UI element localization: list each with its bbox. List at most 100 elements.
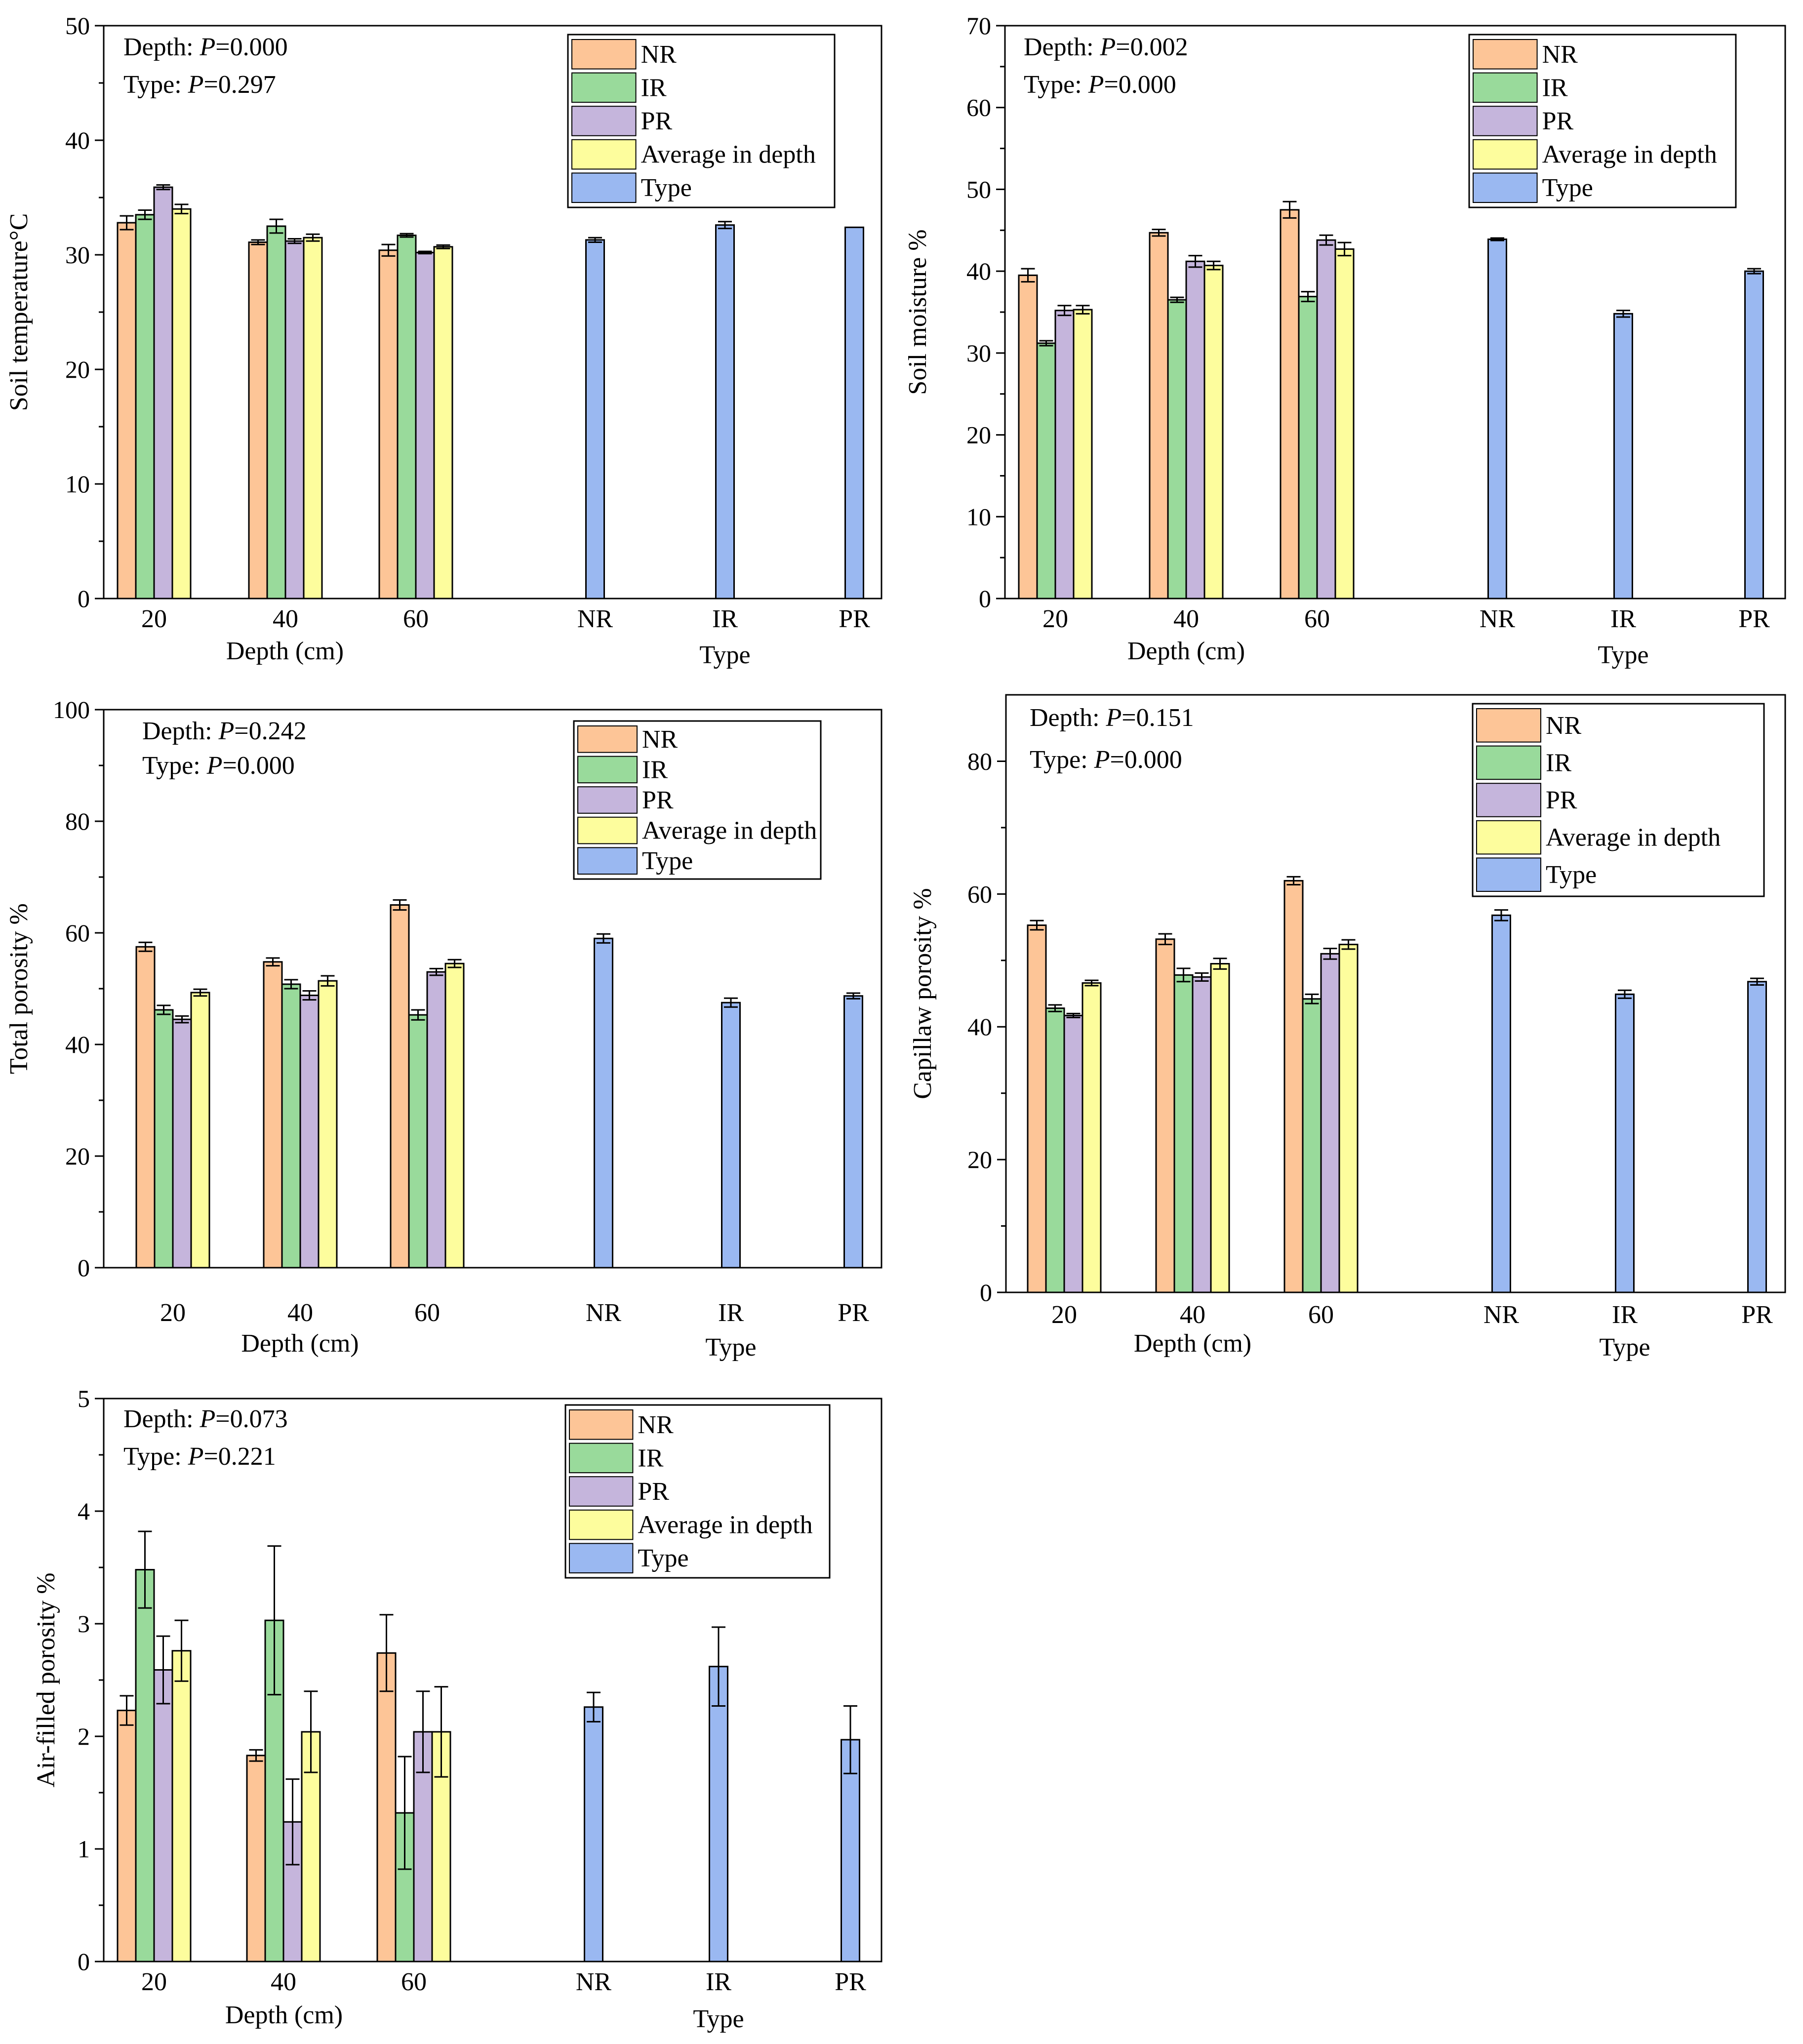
bar-ir-40 [266, 225, 286, 600]
x-tick-label-depth: 40 [1173, 605, 1199, 633]
bar-nr-40 [246, 1755, 266, 1963]
chart-panel-1: 0 10 20 30 40 50 Soil temperature°C 20 40 60 NR IR P… [5, 12, 882, 669]
x-tick-label-depth: 60 [403, 605, 429, 633]
bar-type-ir [1615, 993, 1635, 1293]
error-bar [1057, 305, 1072, 317]
bar-pr-20 [1063, 1014, 1083, 1293]
legend-swatch-type [569, 1543, 634, 1573]
error-bar [846, 992, 860, 1000]
x-tick-label-depth: 20 [1051, 1301, 1077, 1329]
error-bar [174, 203, 189, 214]
legend-swatch-ir [569, 1443, 634, 1474]
stat-annotation: Type: P=0.221 [123, 1443, 276, 1471]
error-bar [724, 997, 738, 1008]
bar-pr-40 [284, 240, 305, 600]
error-bar [1206, 260, 1221, 271]
y-tick-label: 30 [966, 339, 991, 367]
error-bar [267, 1545, 281, 1696]
error-bar [434, 1686, 448, 1778]
error-bar [1341, 939, 1356, 950]
stat-annotation: Type: P=0.000 [142, 752, 295, 780]
bar-pr-20 [1054, 310, 1075, 600]
y-tick-label: 70 [966, 12, 991, 40]
legend-swatch-pr [569, 1476, 634, 1507]
error-bar [321, 975, 335, 987]
error-bar [398, 1756, 412, 1870]
legend-label: PR [1542, 107, 1574, 135]
legend-label: PR [1546, 786, 1577, 814]
error-bar [379, 1614, 394, 1692]
legend-label: Average in depth [642, 817, 817, 845]
error-bar [304, 1690, 318, 1773]
error-bar [418, 250, 432, 255]
chart-panel-5: 0 1 2 3 4 5 Air-filled porosity % 20 40 60 NR IR PR D… [32, 1385, 882, 2033]
bar-ir-20 [135, 214, 155, 600]
y-tick-label: 100 [53, 696, 90, 723]
bar-nr-20 [117, 222, 137, 600]
error-bar [1030, 920, 1044, 931]
bar-ir-20 [154, 1009, 174, 1269]
x-tick-label-type: PR [839, 605, 870, 633]
y-tick-label: 2 [78, 1723, 90, 1750]
x-tick-label-type: IR [1610, 605, 1636, 633]
x-axis-label-type: Type [699, 641, 750, 669]
x-axis-label-depth: Depth (cm) [225, 2001, 343, 2029]
error-bar [138, 1530, 152, 1609]
bar-nr-40 [248, 241, 268, 600]
stat-value: =0.000 [222, 752, 294, 780]
bar-type-pr [1744, 270, 1764, 600]
legend-swatch-nr [1473, 39, 1538, 70]
chart-panel-2: 0 10 20 30 40 50 60 70 Soil moisture % 20 40 60 NR IR… [904, 12, 1786, 669]
y-axis-label: Total porosity % [5, 903, 33, 1074]
error-bar [1176, 967, 1191, 983]
legend-label: NR [1542, 40, 1578, 69]
x-axis-label-depth: Depth (cm) [241, 1329, 359, 1358]
x-axis-label-type: Type [705, 1333, 756, 1362]
error-bar [1286, 876, 1301, 886]
stat-label: Type: [123, 71, 188, 99]
plot-frame [1005, 694, 1786, 1293]
legend-label: IR [1546, 749, 1571, 777]
legend: NR IR PR Average in depth Type [567, 34, 836, 208]
bar-ir-40 [1173, 974, 1194, 1293]
x-tick-label-type: NR [1480, 605, 1516, 633]
error-bar [1337, 241, 1352, 257]
y-tick-label: 0 [78, 1948, 90, 1975]
stat-p: P [1088, 71, 1104, 99]
y-tick-label: 0 [980, 1279, 992, 1306]
error-bar [447, 959, 462, 968]
x-tick-label-depth: 60 [1304, 605, 1330, 633]
legend: NR IR PR Average in depth Type [564, 1404, 831, 1579]
y-tick-label: 10 [966, 503, 991, 530]
x-tick-label-type: PR [835, 1968, 866, 1996]
legend-label: Type [1546, 861, 1597, 889]
bar-type-ir [715, 224, 735, 600]
x-tick-label-type: IR [712, 605, 738, 633]
x-tick-label-type: IR [706, 1968, 731, 1996]
error-bar [843, 1705, 857, 1774]
y-tick-label: 30 [65, 241, 90, 269]
bar-average-in-depth-60 [431, 1731, 451, 1963]
bar-ir-40 [1167, 299, 1187, 600]
bar-nr-60 [1280, 209, 1300, 600]
legend-swatch-nr [569, 1409, 634, 1440]
error-bar [1616, 310, 1630, 318]
legend-label: PR [642, 786, 674, 814]
x-tick-label-type: PR [838, 1299, 869, 1327]
bar-nr-20 [135, 946, 156, 1269]
legend-swatch-ir [577, 756, 638, 784]
x-tick-label-type: NR [1483, 1301, 1520, 1329]
error-bar [285, 1778, 300, 1866]
stat-p: P [200, 33, 216, 61]
bar-pr-20 [153, 1669, 173, 1963]
error-bar [306, 233, 320, 242]
error-bar [1747, 268, 1761, 275]
error-bar [157, 1004, 171, 1015]
y-tick-label: 0 [78, 585, 90, 612]
bar-nr-60 [390, 904, 410, 1269]
legend-swatch-average-in-depth [571, 139, 637, 170]
bar-pr-40 [1185, 260, 1205, 600]
bar-type-nr [584, 1706, 603, 1963]
error-bar [249, 1749, 263, 1762]
bar-nr-20 [117, 1710, 137, 1963]
